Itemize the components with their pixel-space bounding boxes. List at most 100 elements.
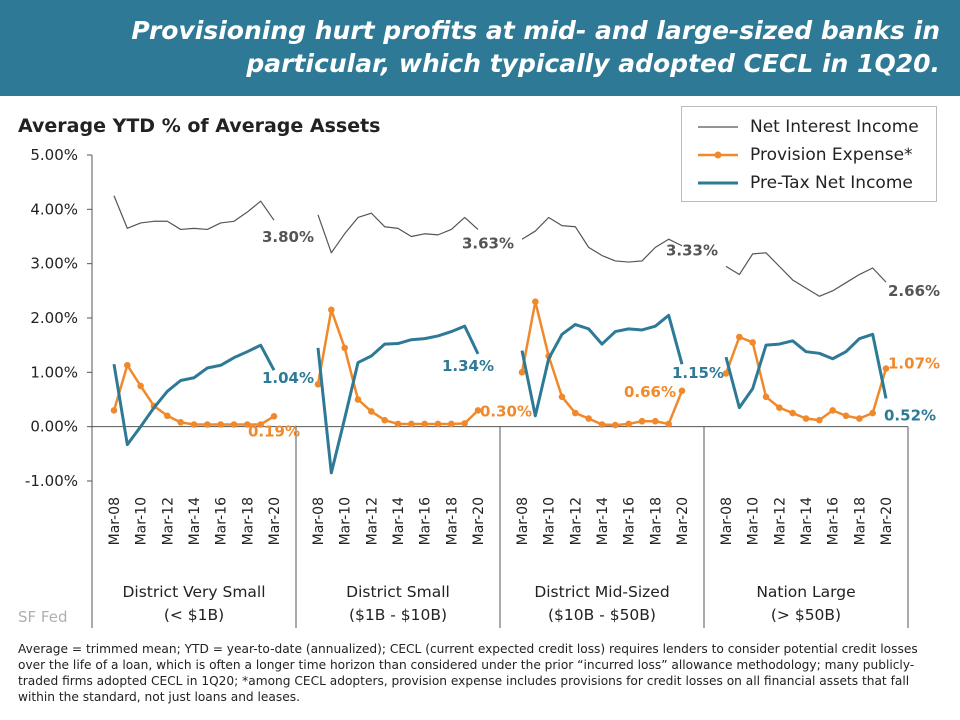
x-tick-label: Mar-20 [879,497,895,545]
end-value-label-nii: 3.63% [462,234,514,252]
data-point-prov [461,420,468,427]
end-value-label-ptni: 1.34% [442,357,494,375]
data-point-prov [474,407,482,414]
header-banner: Provisioning hurt profits at mid- and la… [0,0,960,96]
group-label-range: (> $50B) [771,606,841,624]
group-label-range: (< $1B) [164,606,224,624]
y-tick-label: -1.00% [25,472,78,490]
data-point-prov [749,339,756,346]
group-label-name: District Mid-Sized [534,583,669,601]
series-line-nii [113,195,275,231]
series-line-nii [725,252,887,297]
data-point-prov [816,416,823,424]
data-point-prov [842,412,850,420]
x-tick-label: Mar-10 [338,497,354,545]
data-point-prov [177,419,184,426]
data-point-prov [736,333,743,341]
x-tick-label: Mar-16 [826,497,842,545]
data-point-prov [190,421,198,428]
x-tick-label: Mar-10 [746,497,762,545]
group-label-name: District Small [346,583,450,601]
x-tick-label: Mar-16 [622,497,638,545]
data-point-prov [164,412,171,420]
end-value-label-nii: 3.80% [262,228,314,246]
series-line-prov [724,335,888,422]
y-tick-label: 0.00% [30,418,78,436]
data-point-prov [110,407,118,414]
data-point-prov [230,421,238,428]
data-point-prov [421,420,428,428]
x-tick-label: Mar-20 [675,497,691,545]
series-line-nii [317,212,479,254]
data-point-prov [678,387,686,395]
data-point-prov [532,298,539,306]
data-point-prov [665,420,672,428]
x-tick-label: Mar-08 [719,497,735,545]
x-tick-label: Mar-10 [134,497,150,545]
legend-swatch-ptni [698,181,738,185]
legend-label-ptni: Pre-Tax Net Income [750,173,913,193]
group-label-name: Nation Large [756,583,855,601]
data-point-prov [789,409,796,417]
header-title: Provisioning hurt profits at mid- and la… [131,16,940,78]
data-point-prov [124,361,131,369]
y-tick-label: 4.00% [30,200,78,218]
legend-swatch-nii [698,126,738,128]
data-point-prov [244,421,251,428]
source-label: SF Fed [18,608,68,626]
x-tick-label: Mar-08 [311,497,327,545]
x-tick-label: Mar-12 [568,497,584,545]
data-point-prov [625,420,632,428]
data-point-prov [314,380,322,388]
series-line-ptni [520,313,684,418]
legend-item-pre-tax-net-income: Pre-Tax Net Income [694,169,934,197]
data-point-prov [204,421,211,428]
x-tick-label: Mar-08 [515,497,531,545]
data-point-prov [638,417,646,425]
data-point-prov [829,407,836,414]
data-point-prov [394,420,402,428]
chart-title: Average YTD % of Average Assets [18,115,381,137]
x-tick-label: Mar-18 [444,497,460,545]
data-point-prov [882,365,890,372]
data-point-prov [354,396,362,403]
x-tick-label: Mar-12 [160,497,176,545]
series-line-ptni [724,332,888,410]
y-tick-label: 5.00% [30,146,78,164]
chart-legend: Net Interest Income Provision Expense* P… [681,106,937,202]
data-point-prov [802,415,810,422]
data-point-prov [776,404,783,411]
end-value-label-ptni: 0.52% [884,406,936,424]
data-point-prov [137,382,144,390]
x-tick-label: Mar-18 [852,497,868,545]
end-value-label-prov: 0.19% [248,422,300,440]
end-value-label-nii: 2.66% [888,282,940,300]
data-point-prov [328,306,335,314]
data-point-prov [434,420,442,428]
data-point-prov [652,417,659,425]
data-point-prov [270,413,278,420]
data-point-prov [722,370,730,377]
data-point-prov [368,408,375,415]
group-label-name: District Very Small [122,583,265,601]
data-point-prov [217,421,224,428]
series-line-ptni [316,324,480,475]
x-tick-label: Mar-12 [364,497,380,545]
series-line-nii [521,216,683,263]
y-tick-label: 2.00% [30,309,78,327]
data-point-prov [257,421,264,428]
x-tick-label: Mar-18 [240,497,256,545]
x-tick-label: Mar-16 [418,497,434,545]
x-tick-label: Mar-14 [799,497,815,545]
data-point-prov [381,416,388,424]
x-tick-label: Mar-08 [107,497,123,545]
legend-swatch-prov [698,151,738,159]
data-point-prov [448,420,455,428]
end-value-label-ptni: 1.15% [672,364,724,382]
end-value-label-prov: 0.66% [624,383,676,401]
end-value-label-ptni: 1.04% [262,369,314,387]
x-tick-label: Mar-18 [648,497,664,545]
x-tick-label: Mar-14 [595,497,611,545]
legend-item-provision-expense: Provision Expense* [694,141,934,169]
